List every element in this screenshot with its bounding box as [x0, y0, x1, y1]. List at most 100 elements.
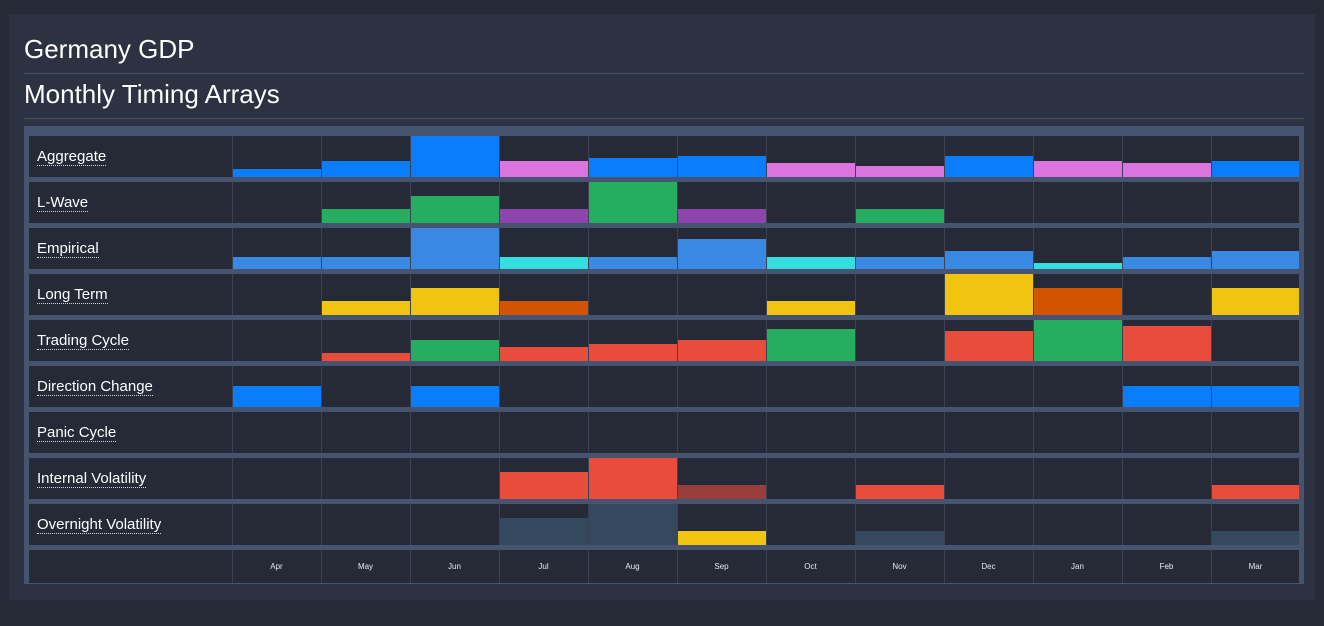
timing-bar-empirical-feb[interactable]	[1123, 257, 1211, 269]
timing-bar-trading-cycle-dec[interactable]	[945, 331, 1033, 361]
timing-bar-long-term-oct[interactable]	[767, 301, 855, 315]
timing-row-empirical: Empirical	[29, 228, 1299, 269]
timing-bar-empirical-sep[interactable]	[678, 239, 766, 269]
timing-row-aggregate: Aggregate	[29, 136, 1299, 177]
column-divider	[1211, 550, 1212, 583]
column-divider	[1033, 320, 1034, 361]
timing-bar-trading-cycle-jan[interactable]	[1034, 320, 1122, 361]
timing-bar-empirical-jul[interactable]	[500, 257, 588, 269]
row-label[interactable]: Trading Cycle	[37, 320, 129, 361]
timing-bar-long-term-jan[interactable]	[1034, 288, 1122, 315]
timing-bar-empirical-apr[interactable]	[233, 257, 321, 269]
timing-bar-trading-cycle-sep[interactable]	[678, 340, 766, 361]
timing-bar-overnight-volatility-mar[interactable]	[1212, 531, 1299, 545]
row-label[interactable]: Empirical	[37, 228, 99, 269]
row-label[interactable]: Panic Cycle	[37, 412, 117, 453]
timing-bar-empirical-jun[interactable]	[411, 228, 499, 269]
timing-bar-aggregate-oct[interactable]	[767, 163, 855, 177]
timing-bar-empirical-jan[interactable]	[1034, 263, 1122, 269]
timing-bar-l-wave-may[interactable]	[322, 209, 410, 223]
timing-bar-empirical-mar[interactable]	[1212, 251, 1299, 269]
timing-row-internal-volatility: Internal Volatility	[29, 458, 1299, 499]
timing-bar-aggregate-sep[interactable]	[678, 156, 766, 177]
row-label[interactable]: Direction Change	[37, 366, 153, 407]
timing-bar-direction-change-jun[interactable]	[411, 386, 499, 407]
column-divider	[1122, 320, 1123, 361]
column-divider	[677, 274, 678, 315]
timing-bar-aggregate-dec[interactable]	[945, 156, 1033, 177]
timing-bar-aggregate-aug[interactable]	[589, 158, 677, 177]
column-divider	[766, 228, 767, 269]
timing-bar-internal-volatility-nov[interactable]	[856, 485, 944, 499]
column-divider	[766, 458, 767, 499]
timing-bar-direction-change-apr[interactable]	[233, 386, 321, 407]
timing-bar-aggregate-jan[interactable]	[1034, 161, 1122, 177]
timing-bar-l-wave-jun[interactable]	[411, 196, 499, 223]
timing-bar-empirical-oct[interactable]	[767, 257, 855, 269]
timing-bar-aggregate-mar[interactable]	[1212, 161, 1299, 177]
timing-bar-trading-cycle-feb[interactable]	[1123, 326, 1211, 361]
timing-bar-l-wave-jul[interactable]	[500, 209, 588, 223]
column-divider	[855, 182, 856, 223]
month-label-feb: Feb	[1159, 562, 1174, 571]
column-divider	[499, 182, 500, 223]
row-label[interactable]: L-Wave	[37, 182, 89, 223]
timing-bar-overnight-volatility-jul[interactable]	[500, 518, 588, 545]
timing-row-panic-cycle: Panic Cycle	[29, 412, 1299, 453]
timing-bar-long-term-jun[interactable]	[411, 288, 499, 315]
timing-bar-overnight-volatility-nov[interactable]	[856, 531, 944, 545]
timing-bar-aggregate-jul[interactable]	[500, 161, 588, 177]
column-divider	[1122, 182, 1123, 223]
timing-bar-internal-volatility-aug[interactable]	[589, 458, 677, 499]
timing-bar-overnight-volatility-sep[interactable]	[678, 531, 766, 545]
timing-bar-l-wave-nov[interactable]	[856, 209, 944, 223]
timing-bar-aggregate-may[interactable]	[322, 161, 410, 177]
timing-bar-l-wave-sep[interactable]	[678, 209, 766, 223]
timing-row-direction-change: Direction Change	[29, 366, 1299, 407]
timing-bar-trading-cycle-may[interactable]	[322, 353, 410, 361]
timing-bar-internal-volatility-jul[interactable]	[500, 472, 588, 499]
timing-bar-long-term-may[interactable]	[322, 301, 410, 315]
timing-bar-internal-volatility-mar[interactable]	[1212, 485, 1299, 499]
timing-bar-direction-change-feb[interactable]	[1123, 386, 1211, 407]
column-divider	[410, 366, 411, 407]
timing-bar-aggregate-jun[interactable]	[411, 136, 499, 177]
timing-bar-trading-cycle-jul[interactable]	[500, 347, 588, 361]
row-label[interactable]: Internal Volatility	[37, 458, 147, 499]
column-divider	[855, 504, 856, 545]
timing-bar-trading-cycle-jun[interactable]	[411, 340, 499, 361]
timing-bar-l-wave-aug[interactable]	[589, 182, 677, 223]
timing-bar-long-term-mar[interactable]	[1212, 288, 1299, 315]
column-divider	[410, 182, 411, 223]
timing-bar-overnight-volatility-aug[interactable]	[589, 504, 677, 545]
column-divider	[588, 412, 589, 453]
column-divider	[410, 412, 411, 453]
timing-bar-internal-volatility-sep[interactable]	[678, 485, 766, 499]
row-label[interactable]: Long Term	[37, 274, 108, 315]
timing-bar-trading-cycle-aug[interactable]	[589, 344, 677, 361]
column-divider	[588, 136, 589, 177]
row-label[interactable]: Overnight Volatility	[37, 504, 162, 545]
timing-bar-empirical-aug[interactable]	[589, 257, 677, 269]
timing-bar-empirical-may[interactable]	[322, 257, 410, 269]
timing-arrays-panel: Germany GDP Monthly Timing Arrays Aggreg…	[9, 14, 1315, 600]
month-label-dec: Dec	[981, 562, 996, 571]
timing-array-grid: Aggregate L-Wave Empirical Long Term Trading…	[24, 126, 1304, 584]
column-divider	[499, 228, 500, 269]
timing-bar-aggregate-nov[interactable]	[856, 166, 944, 177]
timing-bar-trading-cycle-oct[interactable]	[767, 329, 855, 361]
timing-bar-direction-change-mar[interactable]	[1212, 386, 1299, 407]
column-divider	[588, 228, 589, 269]
section-divider	[24, 118, 1304, 119]
column-divider	[410, 320, 411, 361]
timing-bar-empirical-dec[interactable]	[945, 251, 1033, 269]
row-label-text: Long Term	[37, 285, 108, 304]
row-label[interactable]: Aggregate	[37, 136, 107, 177]
timing-bar-aggregate-feb[interactable]	[1123, 163, 1211, 177]
column-divider	[410, 504, 411, 545]
timing-bar-empirical-nov[interactable]	[856, 257, 944, 269]
column-divider	[232, 550, 233, 583]
timing-bar-long-term-dec[interactable]	[945, 274, 1033, 315]
timing-bar-long-term-jul[interactable]	[500, 301, 588, 315]
timing-bar-aggregate-apr[interactable]	[233, 169, 321, 177]
